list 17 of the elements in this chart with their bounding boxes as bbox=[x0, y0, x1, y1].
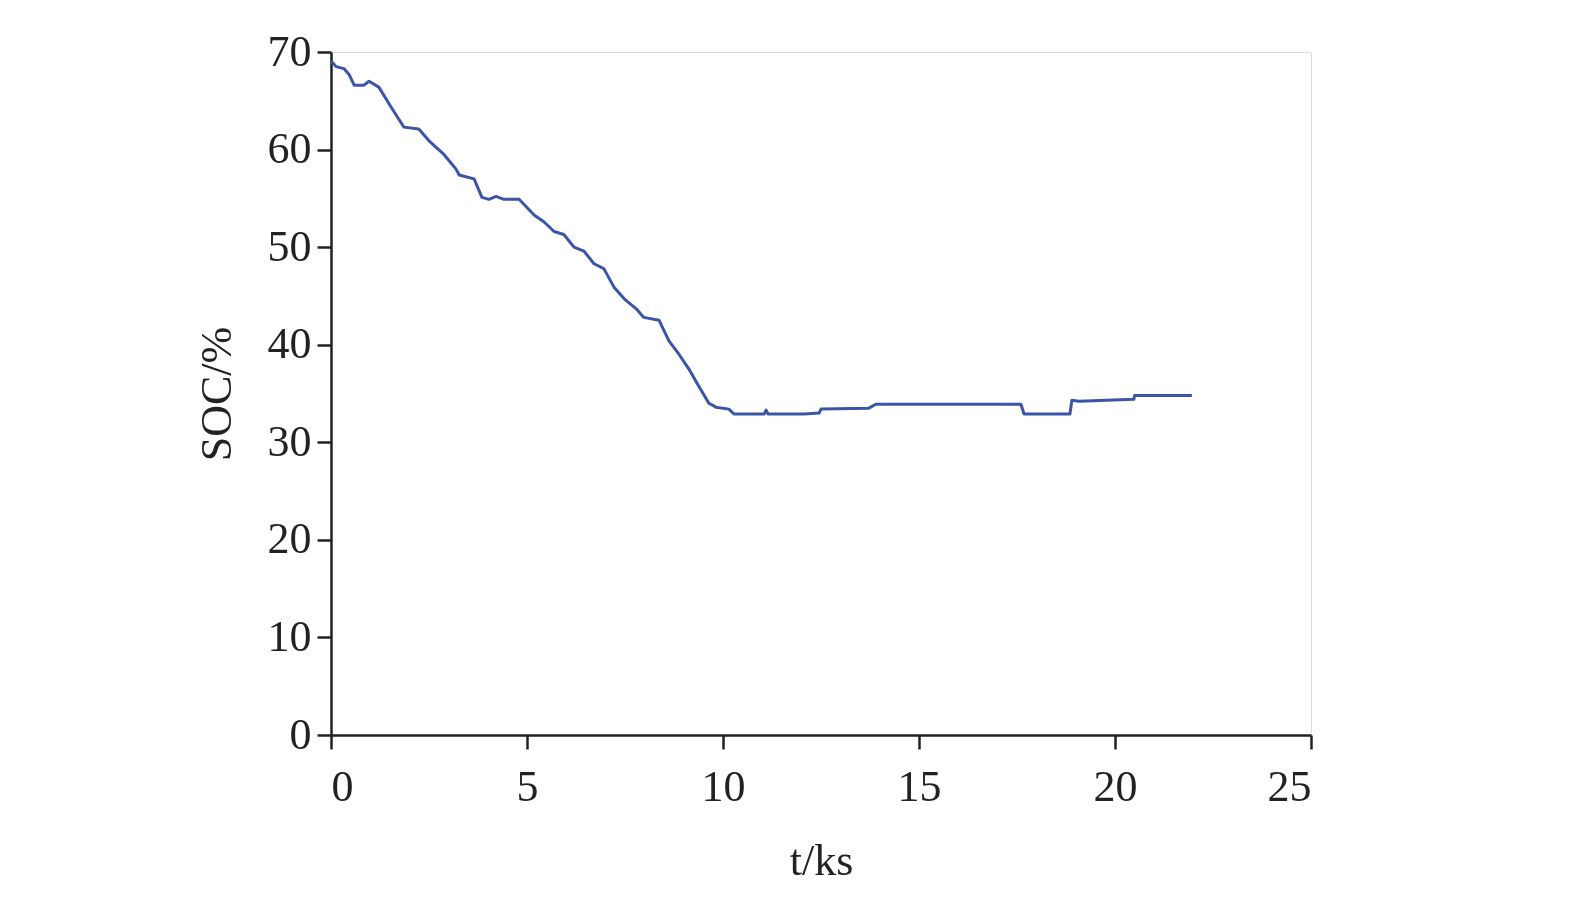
y-tick-label: 50 bbox=[267, 221, 312, 271]
x-tick-label: 20 bbox=[1093, 761, 1138, 811]
y-tick-label: 70 bbox=[267, 26, 312, 76]
x-tick-label: 5 bbox=[516, 761, 539, 811]
x-tick-label: 0 bbox=[331, 761, 354, 811]
x-tick-label: 10 bbox=[701, 761, 746, 811]
x-tick-label: 25 bbox=[1267, 761, 1312, 811]
y-axis-title: SOC/% bbox=[191, 326, 241, 462]
y-tick-label: 60 bbox=[267, 124, 312, 174]
x-tick-label: 15 bbox=[897, 761, 942, 811]
x-axis-title: t/ks bbox=[789, 835, 854, 885]
y-tick-label: 40 bbox=[267, 319, 312, 369]
y-tick-label: 0 bbox=[289, 709, 312, 759]
y-tick-label: 30 bbox=[267, 416, 312, 466]
y-tick-label: 10 bbox=[267, 611, 312, 661]
line-series bbox=[329, 59, 1194, 416]
y-tick-label: 20 bbox=[267, 514, 312, 564]
